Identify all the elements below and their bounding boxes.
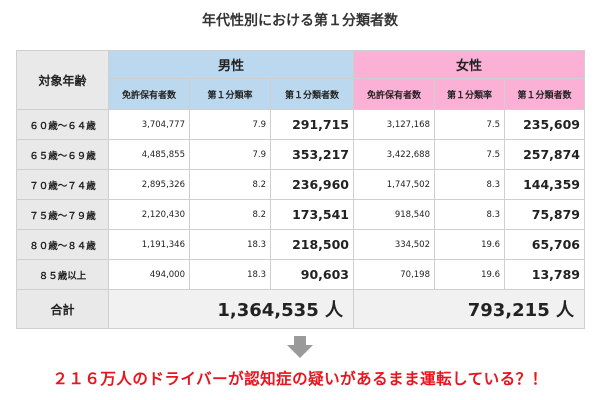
age-label: ６０歳～６４歳 bbox=[16, 109, 109, 140]
female-license-header: 免許保有者数 bbox=[353, 78, 435, 110]
female-rate-cell: 19.6 bbox=[434, 259, 505, 290]
table-row: ７０歳～７４歳 2,895,326 8.2 236,960 1,747,502 … bbox=[16, 169, 585, 200]
male-count-cell: 173,541 bbox=[270, 199, 354, 230]
female-license-cell: 918,540 bbox=[353, 199, 435, 230]
table-row: ８０歳～８４歳 1,191,346 18.3 218,500 334,502 1… bbox=[16, 229, 585, 260]
age-label: ７５歳～７９歳 bbox=[16, 199, 109, 230]
female-count-cell: 65,706 bbox=[504, 229, 585, 260]
female-rate-cell: 8.3 bbox=[434, 199, 505, 230]
total-row: 合計 1,364,535 人 793,215 人 bbox=[16, 289, 585, 329]
male-rate-cell: 8.2 bbox=[189, 199, 271, 230]
male-count-cell: 90,603 bbox=[270, 259, 354, 290]
female-count-cell: 257,874 bbox=[504, 139, 585, 170]
page-title: 年代性別における第１分類者数 bbox=[202, 13, 398, 29]
table-row: ７５歳～７９歳 2,120,430 8.2 173,541 918,540 8.… bbox=[16, 199, 585, 230]
male-count-header: 第１分類者数 bbox=[270, 78, 354, 110]
female-rate-cell: 7.5 bbox=[434, 109, 505, 140]
male-rate-cell: 7.9 bbox=[189, 139, 271, 170]
female-count-cell: 13,789 bbox=[504, 259, 585, 290]
headline-text: ２１６万人のドライバーが認知症の疑いがあるまま運転している？！ bbox=[52, 370, 548, 388]
female-count-cell: 235,609 bbox=[504, 109, 585, 140]
female-rate-cell: 7.5 bbox=[434, 139, 505, 170]
male-rate-cell: 18.3 bbox=[189, 259, 271, 290]
male-count-cell: 291,715 bbox=[270, 109, 354, 140]
male-rate-cell: 8.2 bbox=[189, 169, 271, 200]
female-license-cell: 1,747,502 bbox=[353, 169, 435, 200]
table-row: ６０歳～６４歳 3,704,777 7.9 291,715 3,127,168 … bbox=[16, 109, 585, 140]
down-arrow-icon bbox=[287, 336, 313, 358]
age-label: ６５歳～６９歳 bbox=[16, 139, 109, 170]
male-license-cell: 2,895,326 bbox=[108, 169, 190, 200]
male-rate-cell: 7.9 bbox=[189, 109, 271, 140]
female-count-header: 第１分類者数 bbox=[504, 78, 585, 110]
female-license-cell: 334,502 bbox=[353, 229, 435, 260]
male-count-cell: 353,217 bbox=[270, 139, 354, 170]
female-license-cell: 3,127,168 bbox=[353, 109, 435, 140]
male-rate-header: 第１分類率 bbox=[189, 78, 271, 110]
male-license-cell: 494,000 bbox=[108, 259, 190, 290]
female-rate-cell: 8.3 bbox=[434, 169, 505, 200]
male-license-cell: 3,704,777 bbox=[108, 109, 190, 140]
female-license-cell: 3,422,688 bbox=[353, 139, 435, 170]
table-row: ６５歳～６９歳 4,485,855 7.9 353,217 3,422,688 … bbox=[16, 139, 585, 170]
first-category-table: 対象年齢 男性 女性 免許保有者数 第１分類率 第１分類者数 免許保有者数 第１… bbox=[16, 50, 585, 329]
female-rate-header: 第１分類率 bbox=[434, 78, 505, 110]
male-license-cell: 1,191,346 bbox=[108, 229, 190, 260]
total-label: 合計 bbox=[16, 289, 109, 329]
female-group-header: 女性 bbox=[353, 50, 585, 79]
male-count-cell: 218,500 bbox=[270, 229, 354, 260]
male-rate-cell: 18.3 bbox=[189, 229, 271, 260]
female-total-value: 793,215 人 bbox=[353, 289, 585, 329]
female-count-cell: 144,359 bbox=[504, 169, 585, 200]
age-label: ８０歳～８４歳 bbox=[16, 229, 109, 260]
table-row: ８５歳以上 494,000 18.3 90,603 70,198 19.6 13… bbox=[16, 259, 585, 290]
male-group-header: 男性 bbox=[108, 50, 354, 79]
female-count-cell: 75,879 bbox=[504, 199, 585, 230]
male-total-value: 1,364,535 人 bbox=[108, 289, 354, 329]
male-count-cell: 236,960 bbox=[270, 169, 354, 200]
age-label: ７０歳～７４歳 bbox=[16, 169, 109, 200]
female-rate-cell: 19.6 bbox=[434, 229, 505, 260]
male-license-cell: 2,120,430 bbox=[108, 199, 190, 230]
corner-label: 対象年齢 bbox=[16, 50, 109, 110]
male-license-cell: 4,485,855 bbox=[108, 139, 190, 170]
age-label: ８５歳以上 bbox=[16, 259, 109, 290]
female-license-cell: 70,198 bbox=[353, 259, 435, 290]
male-license-header: 免許保有者数 bbox=[108, 78, 190, 110]
